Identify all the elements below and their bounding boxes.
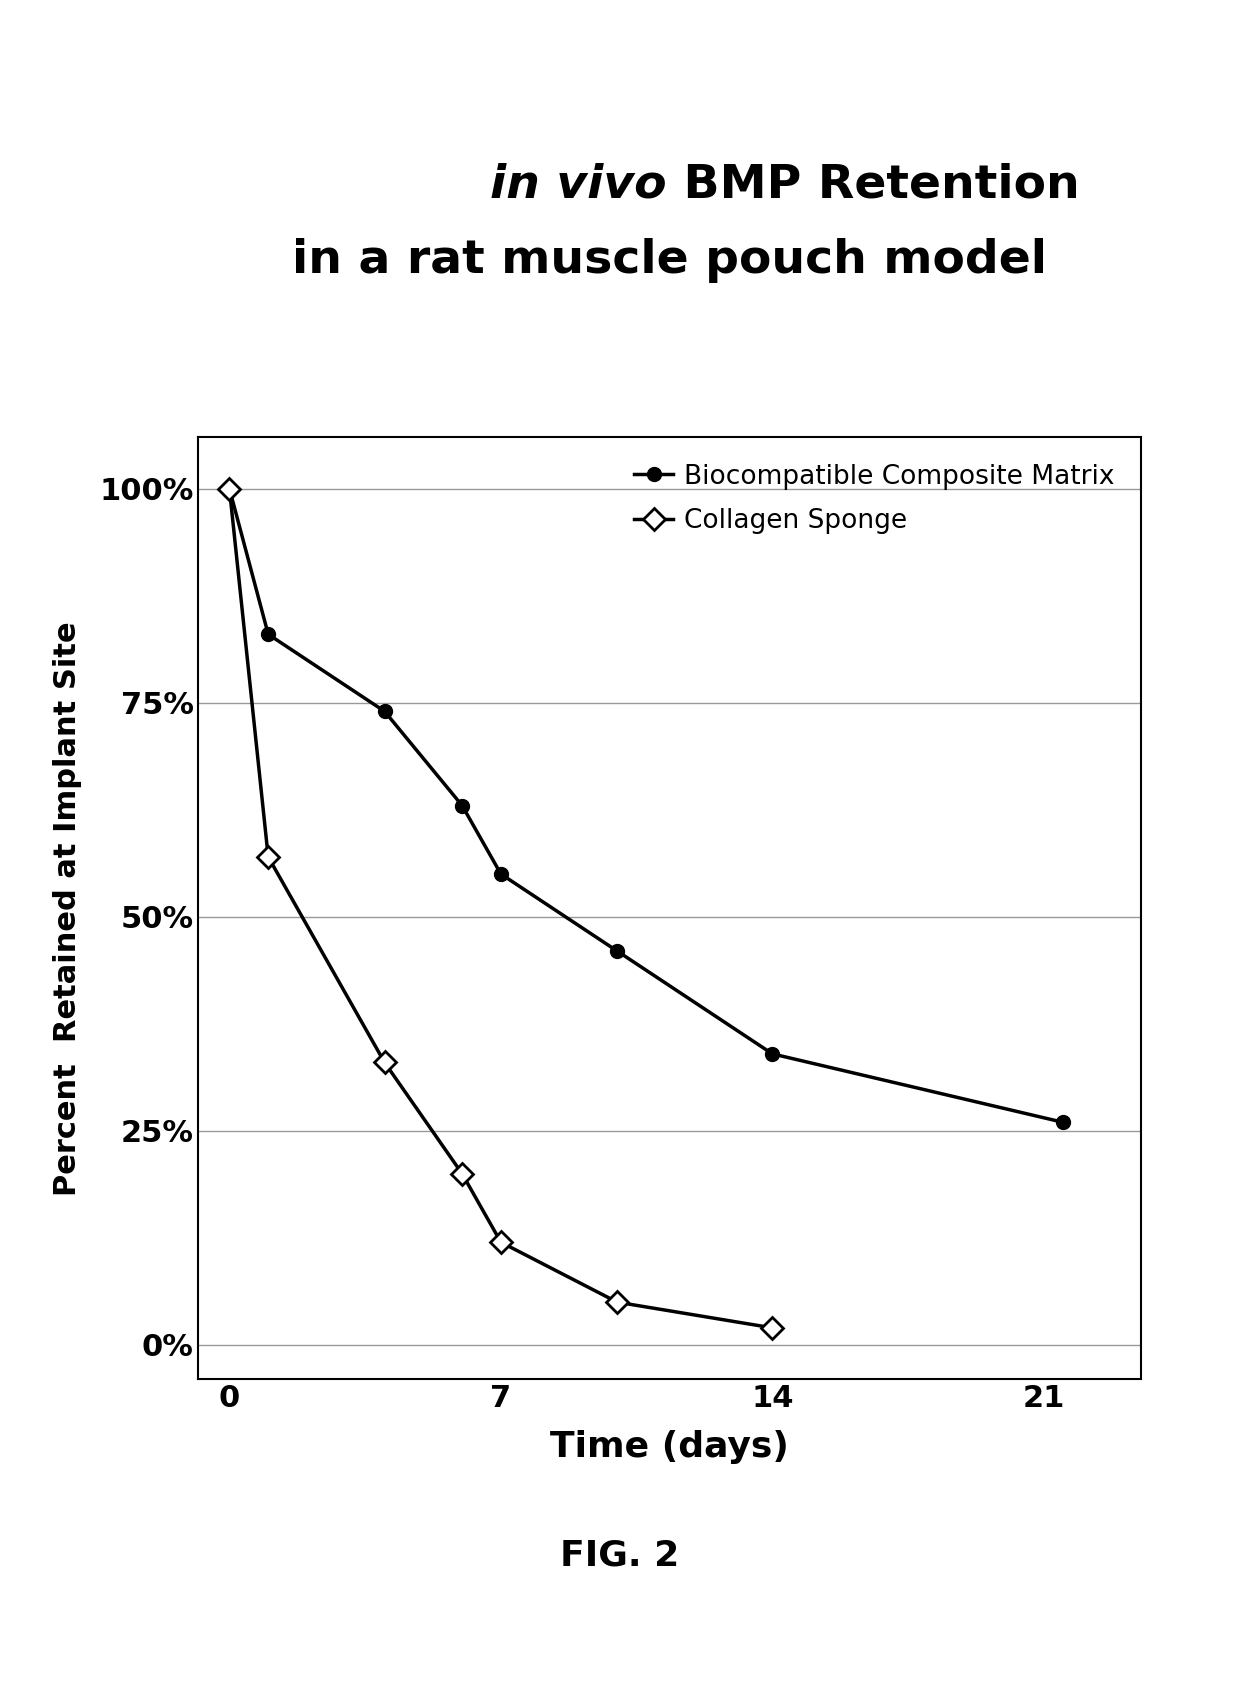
Y-axis label: Percent  Retained at Implant Site: Percent Retained at Implant Site [53,621,83,1196]
X-axis label: Time (days): Time (days) [551,1430,789,1463]
Text: in vivo BMP Retention: in vivo BMP Retention [374,163,965,207]
Legend: Biocompatible Composite Matrix, Collagen Sponge: Biocompatible Composite Matrix, Collagen… [620,451,1127,547]
Text: in vivo: in vivo [491,163,667,207]
Text: BMP Retention: BMP Retention [667,163,1080,207]
Text: in a rat muscle pouch model: in a rat muscle pouch model [293,239,1047,283]
Text: FIG. 2: FIG. 2 [560,1539,680,1573]
